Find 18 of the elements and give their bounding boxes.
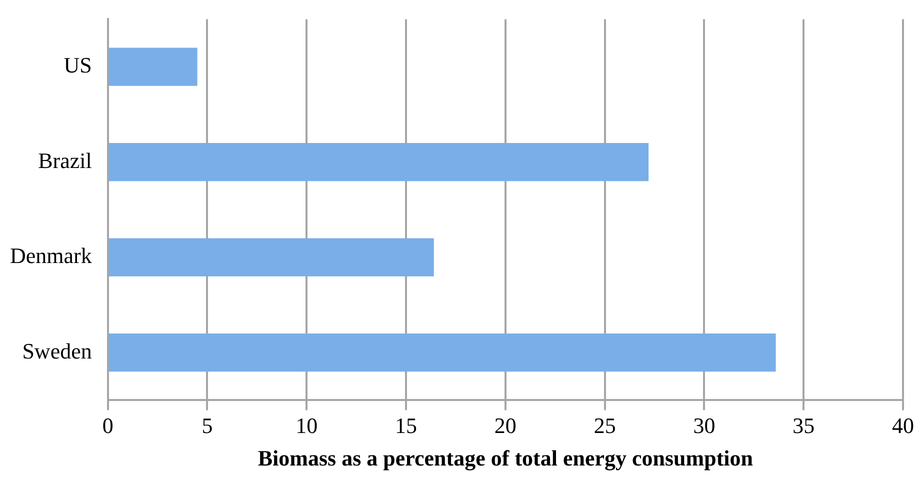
y-tick-label: Brazil bbox=[38, 148, 92, 173]
bar bbox=[108, 48, 198, 86]
bar bbox=[108, 238, 434, 276]
y-tick-label: Sweden bbox=[22, 338, 92, 364]
x-tick-label: 15 bbox=[395, 413, 418, 438]
x-tick-label: 35 bbox=[792, 413, 815, 438]
x-tick-label: 25 bbox=[594, 413, 616, 438]
x-tick-label: 40 bbox=[892, 413, 914, 438]
x-tick-label: 10 bbox=[296, 413, 318, 438]
bar bbox=[108, 334, 776, 372]
x-tick-label: 30 bbox=[693, 413, 716, 438]
x-tick-label: 0 bbox=[102, 413, 114, 438]
x-tick-label: 20 bbox=[494, 413, 516, 438]
bar bbox=[108, 143, 649, 182]
y-tick-label: US bbox=[64, 52, 92, 78]
x-axis-title: Biomass as a percentage of total energy consumption bbox=[258, 445, 754, 470]
y-tick-label: Denmark bbox=[10, 243, 92, 268]
x-tick-label: 5 bbox=[202, 413, 213, 438]
